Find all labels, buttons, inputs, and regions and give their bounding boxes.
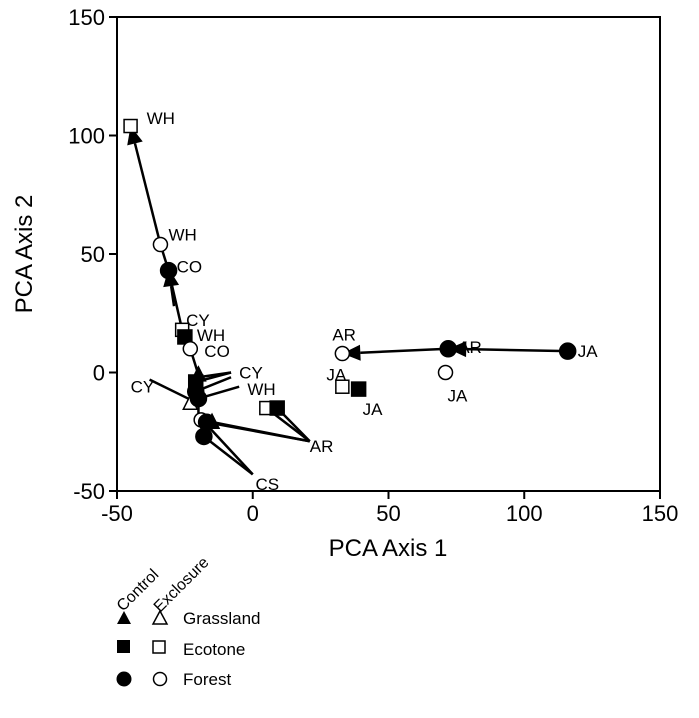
point-label: CY bbox=[186, 311, 210, 330]
legend-circle-filled-icon bbox=[116, 671, 132, 687]
forest-exclosure-point bbox=[182, 341, 199, 357]
legend-square-open-icon bbox=[152, 640, 166, 654]
arrowhead bbox=[342, 344, 361, 361]
ecotone-exclosure-point bbox=[123, 118, 138, 134]
point-label: CO bbox=[204, 342, 230, 361]
x-tick-label: 100 bbox=[506, 501, 543, 526]
y-tick-label: 0 bbox=[93, 361, 105, 386]
annotation-label: CY bbox=[239, 364, 263, 383]
point-label: WH bbox=[168, 226, 196, 245]
legend-square-filled-icon bbox=[117, 640, 130, 653]
forest-exclosure-point bbox=[437, 364, 454, 381]
annotation-label: CS bbox=[255, 475, 279, 494]
forest-control-point bbox=[159, 261, 178, 280]
x-axis-title: PCA Axis 1 bbox=[329, 535, 448, 562]
point-label: AR bbox=[332, 326, 356, 345]
legend: Control Exclosure Grassland Ecotone Fore… bbox=[114, 554, 261, 689]
x-tick-label: -50 bbox=[101, 501, 133, 526]
connector-line bbox=[205, 423, 254, 476]
legend-circle-open-icon bbox=[152, 671, 168, 687]
point-label: WH bbox=[197, 326, 225, 345]
point-label: AR bbox=[458, 338, 482, 357]
point-label: JA bbox=[363, 400, 384, 419]
y-tick-label: 100 bbox=[68, 124, 105, 149]
legend-grassland-label: Grassland bbox=[183, 609, 260, 628]
point-label: JA bbox=[578, 342, 599, 361]
arrow-line bbox=[169, 285, 176, 307]
y-tick-label: 50 bbox=[81, 242, 105, 267]
x-tick-label: 50 bbox=[376, 501, 400, 526]
forest-exclosure-point bbox=[152, 236, 169, 253]
ecotone-control-point bbox=[350, 381, 367, 397]
arrowhead bbox=[448, 341, 467, 358]
legend-ecotone-label: Ecotone bbox=[183, 640, 245, 659]
data-markers bbox=[123, 118, 577, 446]
annotation-label: WH bbox=[247, 380, 275, 399]
legend-triangle-open-icon bbox=[151, 609, 169, 625]
forest-control-point bbox=[558, 342, 577, 360]
axis-ticks: -50 0 50 100 150 -50 0 50 100 150 bbox=[68, 5, 678, 526]
arrow-line bbox=[133, 143, 162, 245]
ecotone-control-point bbox=[269, 400, 285, 416]
forest-control-point bbox=[195, 427, 213, 446]
forest-exclosure-point bbox=[334, 345, 351, 362]
forest-control-point bbox=[189, 389, 208, 408]
legend-triangle-filled-icon bbox=[117, 611, 131, 624]
x-tick-label: 0 bbox=[247, 501, 259, 526]
annotation-label: AR bbox=[310, 437, 334, 456]
forest-control-point bbox=[197, 413, 216, 432]
y-tick-label: 150 bbox=[68, 5, 105, 30]
connector-line bbox=[206, 421, 310, 443]
point-label: JA bbox=[448, 387, 469, 406]
arrow-line bbox=[360, 347, 449, 354]
point-label: CO bbox=[177, 258, 203, 277]
point-label: WH bbox=[147, 109, 175, 128]
connector-line bbox=[149, 378, 194, 403]
legend-forest-label: Forest bbox=[183, 670, 231, 689]
annotation-label: CY bbox=[131, 378, 155, 397]
y-tick-label: -50 bbox=[73, 479, 105, 504]
connector-lines bbox=[127, 126, 568, 476]
arrow-line bbox=[466, 347, 568, 353]
legend-header-exclosure: Exclosure bbox=[151, 554, 213, 616]
x-tick-label: 150 bbox=[642, 501, 679, 526]
point-label: JA bbox=[326, 366, 347, 385]
ecotone-exclosure-point bbox=[335, 379, 350, 394]
y-axis-title: PCA Axis 2 bbox=[11, 195, 38, 314]
forest-control-point bbox=[439, 340, 457, 358]
connector-line bbox=[203, 435, 254, 476]
